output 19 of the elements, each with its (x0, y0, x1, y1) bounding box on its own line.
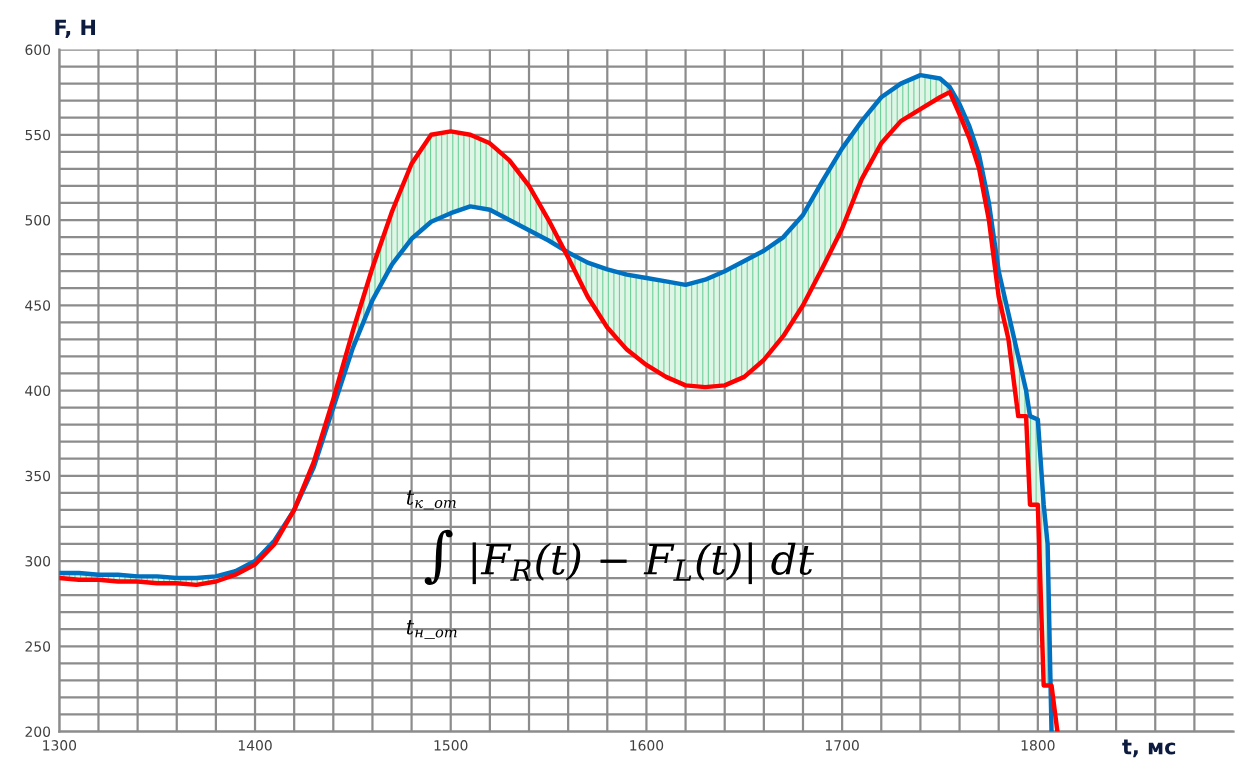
x-tick-label: 1600 (630, 740, 664, 751)
y-tick-label: 350 (25, 470, 51, 482)
annotation: t$_{к}$_$_{от}$ (406, 490, 456, 510)
y-tick-label: 550 (25, 129, 51, 141)
y-tick-label: 400 (25, 385, 51, 396)
x-tick-label: 1300 (43, 740, 77, 751)
y-axis-title: F, Н (55, 19, 96, 38)
y-tick-label: 500 (25, 215, 51, 226)
y-tick-label: 300 (25, 555, 51, 567)
y-tick-label: 600 (25, 44, 51, 55)
x-tick-label: 1500 (434, 740, 468, 751)
x-tick-label: 1700 (825, 740, 859, 751)
annotation: t$_{н}$_$_{от}$ (406, 619, 457, 640)
x-axis-title: t, мс (1122, 739, 1176, 758)
y-tick-label: 250 (25, 641, 51, 652)
y-tick-label: 450 (25, 300, 51, 311)
y-tick-label: 200 (25, 726, 51, 737)
x-tick-label: 1400 (238, 740, 272, 751)
x-tick-label: 1800 (1021, 740, 1055, 751)
